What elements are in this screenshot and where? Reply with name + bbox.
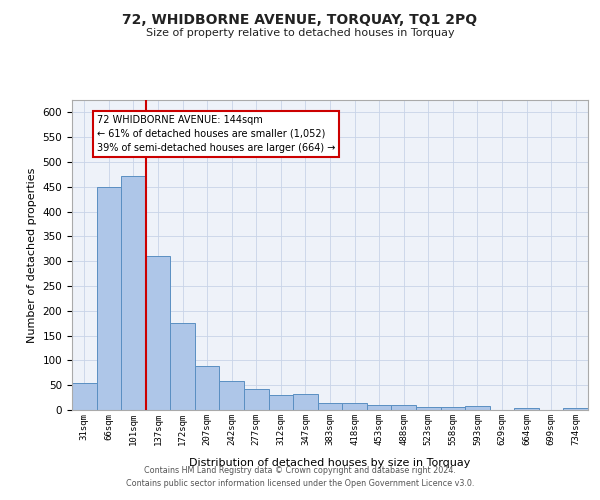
Bar bbox=[244, 389, 269, 410]
Bar bbox=[514, 408, 539, 410]
Bar bbox=[563, 408, 588, 410]
Text: 72 WHIDBORNE AVENUE: 144sqm
← 61% of detached houses are smaller (1,052)
39% of : 72 WHIDBORNE AVENUE: 144sqm ← 61% of det… bbox=[97, 115, 335, 153]
Bar bbox=[97, 187, 121, 410]
Bar bbox=[72, 382, 97, 410]
Bar bbox=[342, 403, 367, 410]
Bar bbox=[391, 405, 416, 410]
Bar bbox=[170, 323, 195, 410]
Text: 72, WHIDBORNE AVENUE, TORQUAY, TQ1 2PQ: 72, WHIDBORNE AVENUE, TORQUAY, TQ1 2PQ bbox=[122, 12, 478, 26]
Bar bbox=[367, 405, 391, 410]
Bar bbox=[465, 406, 490, 410]
Text: Contains HM Land Registry data © Crown copyright and database right 2024.
Contai: Contains HM Land Registry data © Crown c… bbox=[126, 466, 474, 487]
Bar bbox=[440, 407, 465, 410]
Bar bbox=[416, 407, 440, 410]
Y-axis label: Number of detached properties: Number of detached properties bbox=[27, 168, 37, 342]
Text: Size of property relative to detached houses in Torquay: Size of property relative to detached ho… bbox=[146, 28, 454, 38]
Bar bbox=[121, 176, 146, 410]
Bar bbox=[269, 395, 293, 410]
Bar bbox=[318, 403, 342, 410]
Bar bbox=[146, 256, 170, 410]
Text: Distribution of detached houses by size in Torquay: Distribution of detached houses by size … bbox=[190, 458, 470, 468]
Bar bbox=[293, 394, 318, 410]
Bar bbox=[220, 381, 244, 410]
Bar bbox=[195, 366, 220, 410]
